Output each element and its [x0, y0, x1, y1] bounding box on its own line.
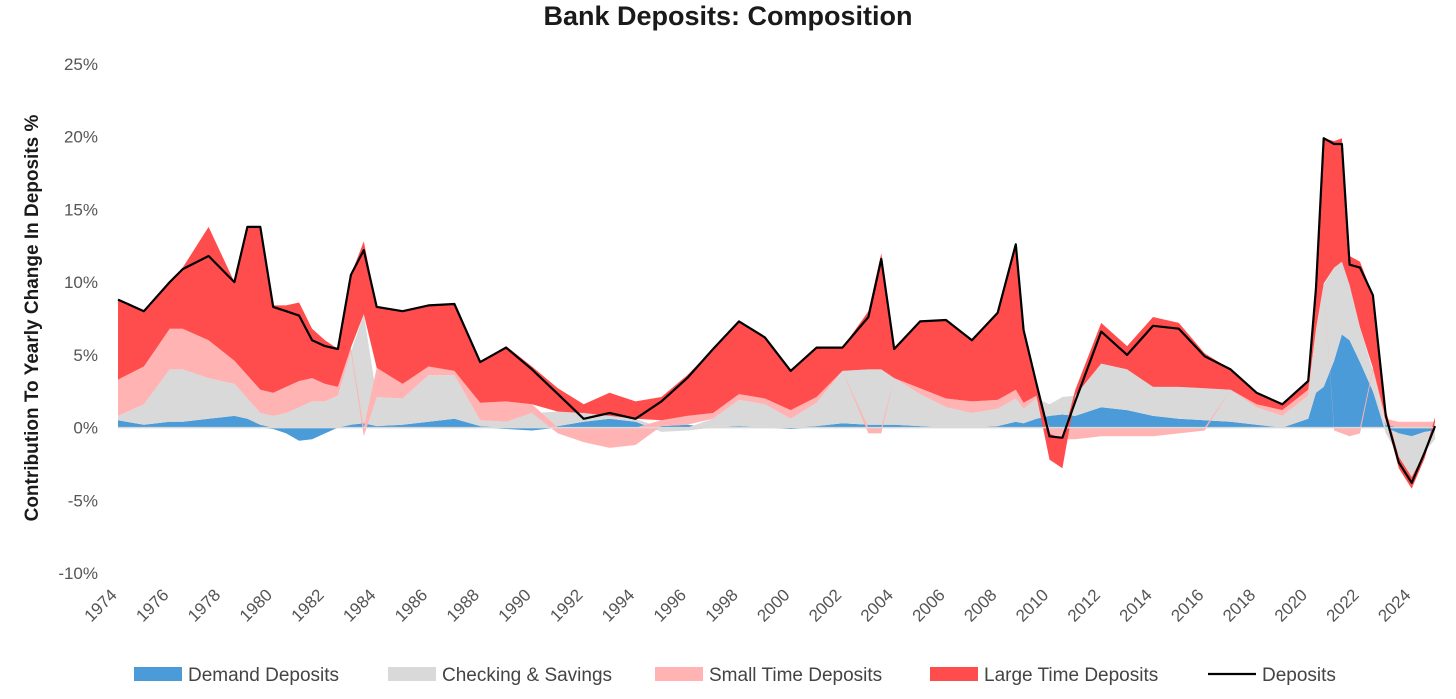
legend-item-demand-deposits: Demand Deposits: [134, 665, 339, 686]
y-tick-label: 15%: [64, 200, 98, 219]
x-tick-label: 1982: [288, 585, 328, 625]
x-tick-label: 1976: [132, 585, 172, 625]
deposits-line: [117, 137, 1437, 484]
x-tick-label: 2024: [1374, 585, 1414, 625]
y-tick-label: -10%: [58, 564, 98, 583]
x-tick-label: 1988: [443, 585, 483, 625]
area-large-time-deposits: [118, 138, 1435, 489]
y-tick-label: 25%: [64, 55, 98, 74]
legend-label: Deposits: [1262, 665, 1336, 686]
deposits-line-layer: [117, 137, 1437, 484]
x-tick-label: 1992: [546, 585, 586, 625]
x-tick-label: 2006: [909, 585, 949, 625]
legend-label: Demand Deposits: [188, 665, 339, 686]
legend-item-deposits: Deposits: [1208, 665, 1336, 686]
y-tick-label: 10%: [64, 273, 98, 292]
y-axis: 25% 20% 15% 10% 5% 0% -5% -10%: [58, 55, 98, 583]
y-axis-label: Contribution To Yearly Change In Deposit…: [22, 115, 43, 522]
x-tick-label: 2008: [960, 585, 1000, 625]
legend-swatch: [388, 667, 436, 681]
x-tick-label: 2016: [1167, 585, 1207, 625]
x-tick-label: 2004: [857, 585, 897, 625]
legend-item-checking-and-savings: Checking & Savings: [388, 665, 612, 686]
legend-swatch: [134, 667, 182, 681]
x-tick-label: 1978: [184, 585, 224, 625]
legend-label: Large Time Deposits: [984, 665, 1158, 686]
y-tick-label: 5%: [73, 346, 98, 365]
x-tick-label: 1990: [495, 585, 535, 625]
x-tick-label: 2014: [1116, 585, 1156, 625]
x-tick-label: 1996: [650, 585, 690, 625]
x-axis: 1974 1976 1978 1980 1982 1984 1986 1988 1990 1992…: [81, 585, 1415, 625]
x-tick-label: 1984: [339, 585, 379, 625]
y-tick-label: -5%: [68, 491, 98, 510]
x-tick-label: 1998: [702, 585, 742, 625]
legend-item-small-time-deposits: Small Time Deposits: [655, 665, 882, 686]
x-tick-label: 2000: [753, 585, 793, 625]
area-demand-deposits: [118, 334, 1435, 441]
legend-swatch: [655, 667, 703, 681]
x-tick-label: 2018: [1219, 585, 1259, 625]
x-tick-label: 1980: [236, 585, 276, 625]
legend-item-large-time-deposits: Large Time Deposits: [930, 665, 1158, 686]
x-tick-label: 2012: [1064, 585, 1104, 625]
x-tick-label: 2010: [1012, 585, 1052, 625]
y-tick-label: 20%: [64, 128, 98, 147]
x-tick-label: 1994: [598, 585, 638, 625]
x-tick-label: 1986: [391, 585, 431, 625]
legend: Demand Deposits Checking & Savings Small T…: [134, 665, 1336, 686]
x-tick-label: 2020: [1271, 585, 1311, 625]
legend-label: Checking & Savings: [442, 665, 612, 686]
area-layer: [118, 138, 1435, 489]
legend-label: Small Time Deposits: [709, 665, 882, 686]
y-tick-label: 0%: [73, 419, 98, 438]
legend-swatch: [930, 667, 978, 681]
chart-title: Bank Deposits: Composition: [543, 1, 913, 31]
x-tick-label: 2002: [805, 585, 845, 625]
x-tick-label: 1974: [81, 585, 121, 625]
x-tick-label: 2022: [1323, 585, 1363, 625]
